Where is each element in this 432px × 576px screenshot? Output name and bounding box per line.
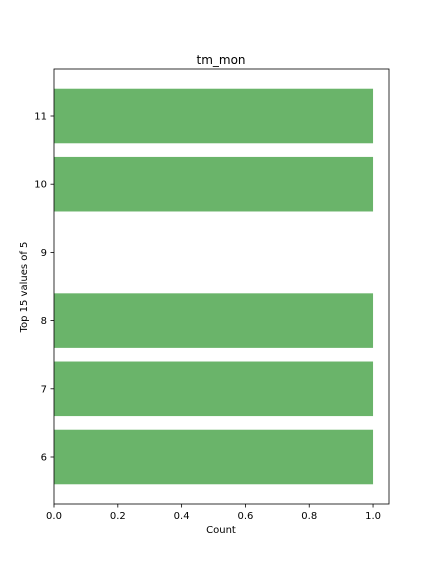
- bars-group: [54, 88, 374, 485]
- y-tick-label: 11: [34, 112, 47, 123]
- bar-11: [54, 88, 374, 144]
- x-tick-label: 0.6: [237, 511, 253, 522]
- bar-7: [54, 361, 374, 417]
- bar-6: [54, 429, 374, 485]
- plot-frame: [53, 68, 390, 505]
- y-tick-label: 8: [41, 316, 47, 327]
- bar-8: [54, 293, 374, 348]
- x-tick-label: 0.2: [110, 511, 126, 522]
- x-tick-label: 0.8: [301, 511, 317, 522]
- y-tick-label: 10: [34, 180, 47, 191]
- bar-10: [54, 156, 374, 212]
- ticks-group: 6 7 8 9 10 11 0.0 0.2 0.4 0.6 0.8 1.0: [34, 112, 381, 523]
- x-tick-label: 0.4: [174, 511, 190, 522]
- x-axis-label: Count: [206, 525, 236, 536]
- y-tick-label: 9: [41, 248, 47, 259]
- x-tick-label: 0.0: [46, 511, 62, 522]
- x-tick-label: 1.0: [365, 511, 381, 522]
- y-axis-label: Top 15 values of 5: [19, 242, 30, 334]
- y-tick-label: 6: [41, 453, 47, 464]
- chart-title: tm_mon: [196, 53, 245, 67]
- y-tick-label: 7: [41, 384, 47, 395]
